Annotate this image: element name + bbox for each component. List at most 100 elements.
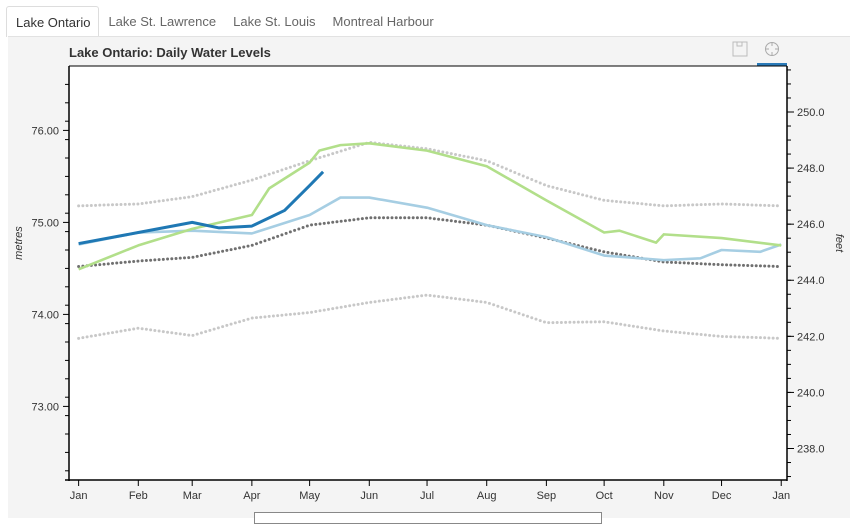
series-average-point	[619, 253, 623, 257]
series-minimum-point	[712, 334, 716, 338]
series-average-point	[398, 216, 402, 220]
series-minimum-point	[170, 331, 174, 335]
series-average-point	[204, 253, 208, 257]
series-minimum-point	[437, 295, 441, 299]
series-maximum-point	[127, 202, 131, 206]
series-maximum-point	[322, 154, 326, 158]
series-average-point	[750, 264, 754, 268]
series-maximum-point	[555, 186, 559, 190]
crosshair-icon[interactable]	[764, 41, 780, 57]
series-average-point	[598, 249, 602, 253]
save-icon[interactable]	[732, 41, 748, 57]
series-minimum-point	[314, 310, 318, 314]
series-minimum-point	[136, 326, 140, 330]
series-maximum-point	[568, 190, 572, 194]
series-minimum-point	[758, 336, 762, 340]
series-average-point	[712, 262, 716, 266]
series-minimum-point	[331, 307, 335, 311]
series-average-point	[449, 219, 453, 223]
series-average-point	[187, 256, 191, 260]
series-maximum-point	[572, 191, 576, 195]
tab-lake-st-lawrence[interactable]: Lake St. Lawrence	[108, 14, 217, 29]
series-maximum-point	[288, 165, 292, 169]
series-average-point	[606, 250, 610, 254]
series-minimum-point	[640, 326, 644, 330]
series-minimum-point	[454, 297, 458, 301]
series-average-point	[225, 248, 229, 252]
series-minimum-point	[335, 306, 339, 310]
series-minimum-point	[157, 329, 161, 333]
series-maximum-point	[254, 177, 258, 181]
series-minimum-point	[254, 316, 258, 320]
series-average-point	[132, 259, 136, 263]
series-minimum-point	[339, 305, 343, 309]
series-average-point	[678, 261, 682, 265]
series-minimum-point	[115, 330, 119, 334]
series-minimum-point	[606, 320, 610, 324]
series-average-point	[106, 262, 110, 266]
tab-lake-ontario[interactable]: Lake Ontario	[6, 6, 100, 37]
series-maximum-point	[746, 203, 750, 207]
tab-montreal-harbour[interactable]: Montreal Harbour	[332, 14, 434, 29]
series-maximum-point	[758, 203, 762, 207]
series-maximum-point	[708, 202, 712, 206]
series-maximum-point	[458, 153, 462, 157]
series-maximum-point	[716, 202, 720, 206]
series-minimum-point	[581, 320, 585, 324]
y-tick-label: 76.00	[31, 125, 59, 137]
series-average-point	[602, 250, 606, 254]
series-average-point	[733, 263, 737, 267]
series-maximum-point	[614, 199, 618, 203]
series-average-point	[348, 218, 352, 222]
series-average-point	[670, 260, 674, 264]
y2-tick-label: 240.0	[797, 387, 825, 399]
y2-tick-label: 238.0	[797, 443, 825, 455]
series-average-point	[221, 249, 225, 253]
series-minimum-point	[466, 298, 470, 302]
series-maximum-point	[670, 204, 674, 208]
tab-lake-st-louis[interactable]: Lake St. Louis	[233, 14, 316, 29]
series-maximum-point	[703, 203, 707, 207]
series-minimum-point	[301, 311, 305, 315]
series-average-point	[136, 259, 140, 263]
series-average-point	[394, 216, 398, 220]
series-average-point	[246, 244, 250, 248]
series-minimum-point	[470, 299, 474, 303]
series-minimum-point	[199, 331, 203, 335]
series-minimum-point	[754, 336, 758, 340]
series-average-point	[216, 250, 220, 254]
series-minimum-point	[678, 331, 682, 335]
series-minimum-point	[246, 317, 250, 321]
series-maximum-point	[665, 204, 669, 208]
series-average-point	[767, 264, 771, 268]
series-minimum-point	[542, 320, 546, 324]
series-maximum-point	[640, 202, 644, 206]
series-average-point	[593, 248, 597, 252]
series-maximum-point	[581, 193, 585, 197]
series-average-point	[466, 221, 470, 225]
series-minimum-point	[530, 316, 534, 320]
series-average-point	[161, 257, 165, 261]
series-maximum-point	[682, 203, 686, 207]
series-average-point	[280, 233, 284, 237]
series-maximum-point	[513, 170, 517, 174]
series-minimum-point	[631, 324, 635, 328]
series-maximum-point	[623, 200, 627, 204]
series-minimum-point	[182, 333, 186, 337]
series-minimum-point	[568, 320, 572, 324]
series-maximum-point	[674, 203, 678, 207]
series-maximum-point	[191, 194, 195, 198]
series-minimum-point	[204, 330, 208, 334]
series-minimum-point	[720, 335, 724, 339]
series-average-point	[771, 264, 775, 268]
series-minimum-point	[767, 336, 771, 340]
series-maximum-point	[602, 198, 606, 202]
series-average-point	[111, 261, 115, 265]
series-minimum-point	[187, 333, 191, 337]
series-maximum-point	[466, 155, 470, 159]
series-average-point	[356, 217, 360, 221]
series-minimum-point	[428, 293, 432, 297]
series-minimum-point	[665, 329, 669, 333]
series-minimum-point	[602, 320, 606, 324]
series-minimum-point	[695, 332, 699, 336]
